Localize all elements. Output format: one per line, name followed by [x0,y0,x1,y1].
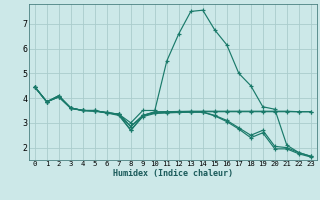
X-axis label: Humidex (Indice chaleur): Humidex (Indice chaleur) [113,169,233,178]
